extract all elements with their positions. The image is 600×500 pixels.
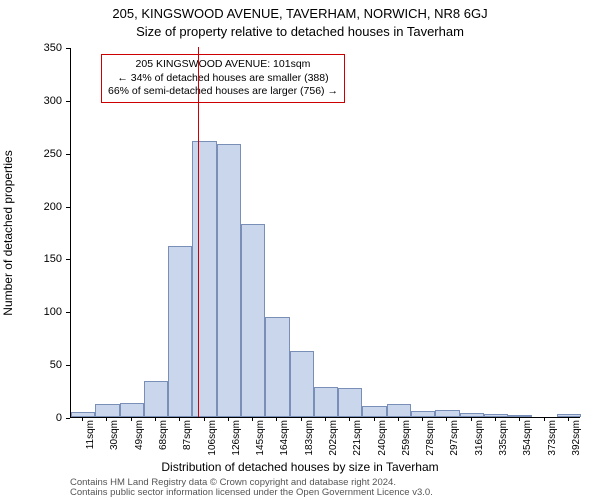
- x-axis-label: Distribution of detached houses by size …: [0, 460, 600, 474]
- y-tick-label: 50: [0, 359, 62, 371]
- y-tick-mark: [66, 101, 70, 102]
- x-tick-mark: [82, 417, 83, 421]
- histogram-bar: [95, 404, 119, 417]
- x-tick-mark: [155, 417, 156, 421]
- info-box-line3: 66% of semi-detached houses are larger (…: [108, 85, 338, 99]
- x-tick-label: 183sqm: [304, 420, 315, 456]
- x-tick-mark: [495, 417, 496, 421]
- y-tick-label: 350: [0, 42, 62, 54]
- histogram-bar: [411, 411, 435, 417]
- x-tick-mark: [106, 417, 107, 421]
- chart-title-main: 205, KINGSWOOD AVENUE, TAVERHAM, NORWICH…: [0, 6, 600, 21]
- x-tick-label: 259sqm: [401, 420, 412, 456]
- x-tick-mark: [179, 417, 180, 421]
- histogram-bar: [435, 410, 459, 417]
- y-tick-mark: [66, 259, 70, 260]
- y-tick-label: 250: [0, 148, 62, 160]
- histogram-bar: [338, 388, 362, 417]
- histogram-bar: [144, 381, 168, 417]
- x-tick-label: 49sqm: [134, 420, 145, 450]
- x-tick-mark: [349, 417, 350, 421]
- marker-line: [198, 47, 199, 417]
- y-tick-mark: [66, 365, 70, 366]
- histogram-bar: [314, 387, 338, 417]
- x-tick-mark: [252, 417, 253, 421]
- y-tick-mark: [66, 312, 70, 313]
- x-tick-mark: [422, 417, 423, 421]
- chart-title-sub: Size of property relative to detached ho…: [0, 24, 600, 39]
- x-tick-mark: [204, 417, 205, 421]
- x-tick-label: 373sqm: [547, 420, 558, 456]
- x-tick-label: 164sqm: [279, 420, 290, 456]
- y-tick-mark: [66, 48, 70, 49]
- y-tick-mark: [66, 207, 70, 208]
- histogram-bar: [168, 246, 192, 417]
- x-tick-mark: [131, 417, 132, 421]
- histogram-bar: [387, 404, 411, 417]
- histogram-bar: [362, 406, 386, 417]
- footer-line2: Contains public sector information licen…: [70, 488, 433, 498]
- histogram-bar: [557, 414, 581, 417]
- y-tick-mark: [66, 154, 70, 155]
- y-tick-mark: [66, 418, 70, 419]
- x-tick-mark: [519, 417, 520, 421]
- info-box-line2: ← 34% of detached houses are smaller (38…: [108, 72, 338, 86]
- histogram-bar: [241, 224, 265, 417]
- x-tick-label: 202sqm: [328, 420, 339, 456]
- histogram-bar: [120, 403, 144, 417]
- histogram-bar: [217, 144, 241, 417]
- x-tick-label: 11sqm: [85, 420, 96, 449]
- info-box: 205 KINGSWOOD AVENUE: 101sqm ← 34% of de…: [101, 54, 345, 103]
- x-tick-label: 354sqm: [522, 420, 533, 456]
- x-tick-mark: [471, 417, 472, 421]
- y-tick-label: 150: [0, 253, 62, 265]
- x-tick-mark: [446, 417, 447, 421]
- footer: Contains HM Land Registry data © Crown c…: [70, 478, 433, 499]
- y-tick-label: 100: [0, 306, 62, 318]
- histogram-bar: [265, 317, 289, 417]
- x-tick-mark: [398, 417, 399, 421]
- x-tick-label: 316sqm: [474, 420, 485, 456]
- x-tick-label: 335sqm: [498, 420, 509, 456]
- y-tick-label: 200: [0, 201, 62, 213]
- x-tick-label: 87sqm: [182, 420, 193, 450]
- x-tick-label: 221sqm: [352, 420, 363, 456]
- x-tick-label: 392sqm: [571, 420, 582, 456]
- x-tick-mark: [276, 417, 277, 421]
- x-tick-label: 106sqm: [207, 420, 218, 456]
- x-tick-mark: [228, 417, 229, 421]
- histogram-bar: [460, 413, 484, 417]
- x-tick-mark: [374, 417, 375, 421]
- x-tick-mark: [301, 417, 302, 421]
- histogram-bar: [290, 351, 314, 417]
- x-tick-mark: [544, 417, 545, 421]
- x-tick-mark: [568, 417, 569, 421]
- plot-area: 205 KINGSWOOD AVENUE: 101sqm ← 34% of de…: [70, 48, 580, 418]
- histogram-bar: [71, 412, 95, 417]
- x-tick-label: 297sqm: [449, 420, 460, 456]
- x-tick-label: 68sqm: [158, 420, 169, 450]
- y-axis-label: Number of detached properties: [1, 150, 15, 315]
- y-tick-label: 0: [0, 412, 62, 424]
- x-tick-label: 145sqm: [255, 420, 266, 456]
- histogram-bar: [192, 141, 216, 417]
- histogram-bar: [508, 415, 532, 417]
- info-box-line1: 205 KINGSWOOD AVENUE: 101sqm: [108, 58, 338, 72]
- x-tick-label: 126sqm: [231, 420, 242, 456]
- x-tick-label: 30sqm: [109, 420, 120, 450]
- x-tick-label: 240sqm: [377, 420, 388, 456]
- x-tick-mark: [325, 417, 326, 421]
- y-tick-label: 300: [0, 95, 62, 107]
- x-tick-label: 278sqm: [425, 420, 436, 456]
